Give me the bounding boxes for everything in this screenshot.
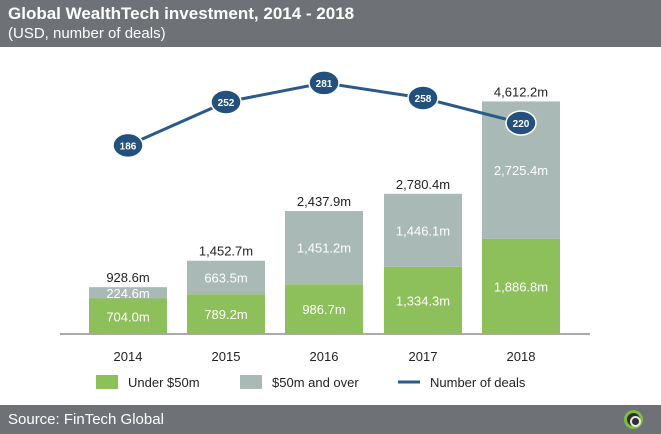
- bar-under-50m-2014: [89, 298, 167, 334]
- deals-marker-2017: [407, 85, 439, 111]
- legend-label-under-50m: Under $50m: [128, 375, 200, 390]
- data-label-under-2015: 789.2m: [204, 307, 247, 322]
- data-label-under-2016: 986.7m: [302, 302, 345, 317]
- bar-50m-and-over-2016: [285, 211, 363, 285]
- data-label-under-2014: 704.0m: [106, 309, 149, 324]
- bar-50m-and-over-2014: [89, 287, 167, 299]
- x-tick-label-2017: 2017: [409, 349, 438, 364]
- chart-area: 704.0m 224.6m 928.6m 2014 789.2m 663.5m 1,452.…: [0, 47, 661, 405]
- data-label-over-2015: 663.5m: [204, 270, 247, 285]
- deals-marker-2015: [210, 89, 242, 115]
- total-label-2014: 928.6m: [106, 270, 149, 285]
- x-tick-label-2014: 2014: [114, 349, 143, 364]
- deals-label-2015: 252: [218, 98, 235, 109]
- bar-50m-and-over-2015: [187, 260, 265, 295]
- bar-50m-and-over-2017: [384, 193, 462, 267]
- data-label-under-2017: 1,334.3m: [396, 293, 450, 308]
- chart-title: Global WealthTech investment, 2014 - 201…: [8, 4, 355, 23]
- deals-marker-2014: [112, 132, 144, 159]
- total-label-2016: 2,437.9m: [297, 194, 351, 209]
- fintech-global-logo-icon: [624, 410, 643, 429]
- bar-under-50m-2015: [187, 294, 265, 334]
- source-label: Source: FinTech Global: [8, 411, 164, 428]
- x-tick-label-2015: 2015: [212, 349, 241, 364]
- deals-marker-2018: [505, 110, 537, 136]
- legend-swatch-50m-and-over: [240, 375, 262, 389]
- footer-bar: Source: FinTech Global: [0, 405, 661, 434]
- chart-subtitle: (USD, number of deals): [8, 25, 166, 42]
- deals-label-2014: 186: [120, 141, 137, 152]
- deals-label-2016: 281: [316, 79, 333, 90]
- total-label-2017: 2,780.4m: [396, 177, 450, 192]
- total-label-2015: 1,452.7m: [199, 244, 253, 259]
- bar-under-50m-2016: [285, 284, 363, 334]
- legend-label-number-of-deals: Number of deals: [430, 375, 526, 390]
- bar-under-50m-2017: [384, 266, 462, 334]
- legend-swatch-under-50m: [96, 375, 118, 389]
- deals-label-2017: 258: [415, 94, 432, 105]
- x-tick-label-2018: 2018: [507, 349, 536, 364]
- data-label-over-2018: 2,725.4m: [494, 163, 548, 178]
- data-label-over-2014: 224.6m: [106, 286, 149, 301]
- deals-label-2018: 220: [513, 119, 530, 130]
- legend-label-50m-and-over: $50m and over: [272, 375, 359, 390]
- data-label-under-2018: 1,886.8m: [494, 279, 548, 294]
- data-label-over-2017: 1,446.1m: [396, 223, 450, 238]
- x-tick-label-2016: 2016: [310, 349, 339, 364]
- total-label-2018: 4,612.2m: [494, 84, 548, 99]
- bar-under-50m-2018: [482, 238, 560, 334]
- data-label-over-2016: 1,451.2m: [297, 241, 351, 256]
- chart-header: Global WealthTech investment, 2014 - 201…: [0, 0, 661, 47]
- deals-marker-2016: [308, 70, 340, 96]
